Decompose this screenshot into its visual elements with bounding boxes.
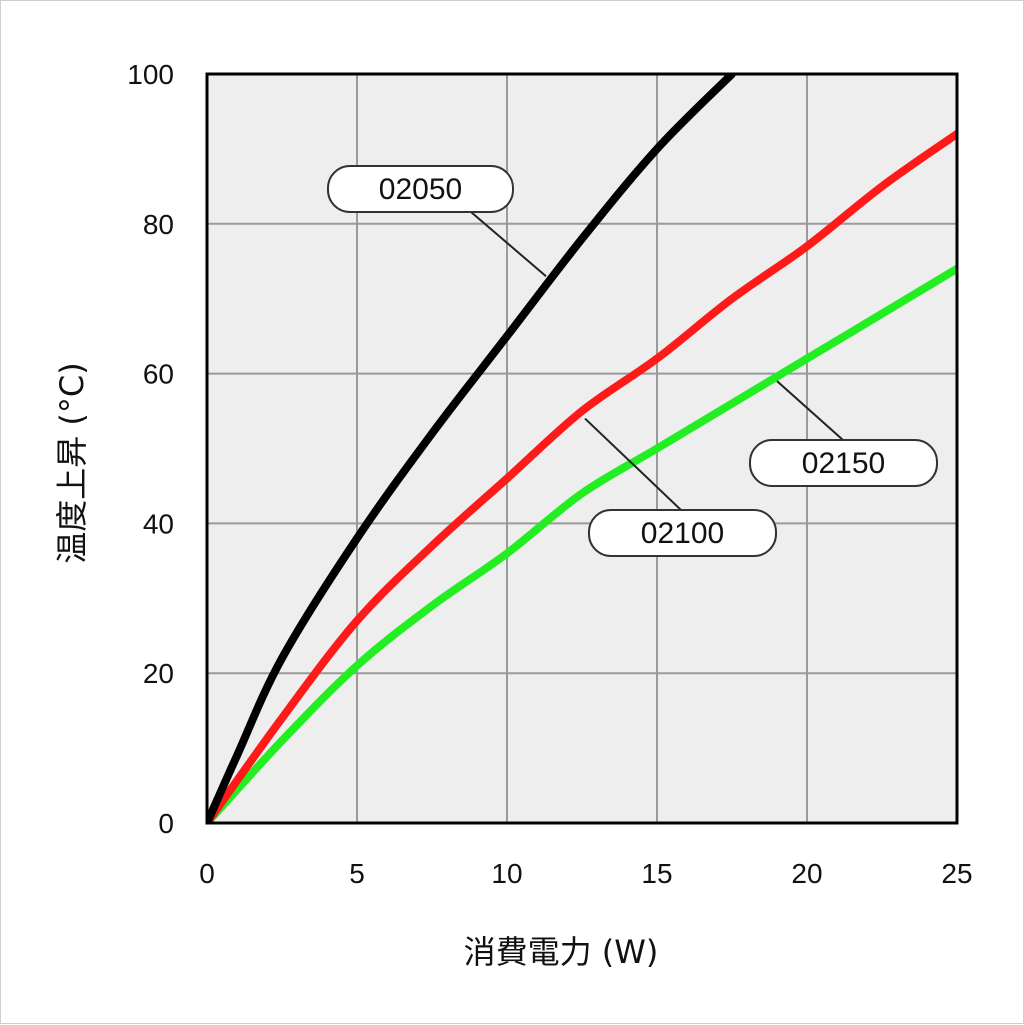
callout-label-02100: 02100 — [641, 517, 724, 550]
callout-box-02050 — [327, 165, 514, 213]
y-tick-label: 20 — [143, 658, 174, 689]
x-axis-label: 消費電力 (W) — [464, 933, 659, 971]
callout-leader-02150 — [776, 380, 844, 441]
series-layer — [207, 74, 957, 823]
y-tick-label: 100 — [127, 59, 174, 90]
callout-label-02150: 02150 — [802, 447, 885, 480]
series-line-02100 — [207, 129, 957, 823]
callouts: 02050 02100 02150 — [327, 165, 938, 557]
x-tick-label: 20 — [791, 858, 822, 889]
callout-leader-02100 — [584, 417, 682, 511]
x-tick-label: 0 — [199, 858, 215, 889]
x-tick-labels: 0 5 10 15 20 25 — [199, 858, 972, 889]
plot-border — [205, 72, 959, 825]
series-line-02050 — [207, 74, 736, 823]
y-tick-label: 80 — [143, 209, 174, 240]
x-tick-label: 15 — [641, 858, 672, 889]
x-tick-label: 5 — [349, 858, 365, 889]
y-tick-label: 40 — [143, 508, 174, 539]
callout-box-02150 — [749, 439, 938, 487]
x-tick-label: 25 — [941, 858, 972, 889]
callout-leader-02050 — [470, 211, 547, 277]
callout-label-02050: 02050 — [379, 173, 462, 206]
series-line-02150 — [207, 264, 957, 823]
y-tick-label: 60 — [143, 359, 174, 390]
y-tick-label: 0 — [158, 808, 174, 839]
y-axis-label: 温度上昇 (°C) — [53, 362, 91, 564]
y-tick-labels: 0 20 40 60 80 100 — [127, 59, 174, 839]
x-tick-label: 10 — [491, 858, 522, 889]
callout-box-02100 — [588, 509, 777, 557]
